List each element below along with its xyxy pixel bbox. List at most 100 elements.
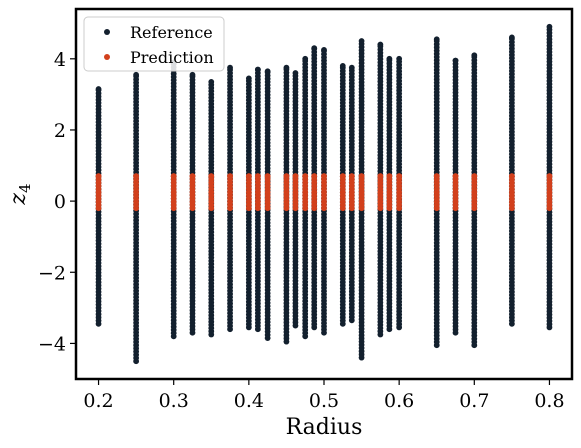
point-column-reference (133, 71, 140, 365)
point-column-prediction (339, 173, 346, 212)
data-point-reference (433, 36, 440, 43)
point-column-prediction (377, 173, 384, 212)
data-point-prediction (471, 173, 478, 180)
y-axis: 4 2 0 −2 −4 (38, 49, 76, 355)
data-point-prediction (264, 173, 271, 180)
point-column-prediction (208, 173, 215, 212)
x-axis: 0.2 0.3 0.4 0.5 0.6 0.7 0.8 (83, 379, 565, 412)
point-column-prediction (546, 173, 553, 212)
point-column-prediction (245, 173, 252, 212)
x-tick-label: 0.2 (83, 390, 113, 412)
point-column-prediction (396, 173, 403, 212)
y-tick-label: −4 (38, 333, 66, 355)
point-column-prediction (321, 173, 327, 212)
data-point-reference (189, 71, 196, 78)
data-point-prediction (396, 173, 403, 180)
data-point-reference (339, 63, 346, 69)
data-point-prediction (311, 173, 318, 180)
data-point-prediction (433, 173, 440, 180)
point-column-prediction (292, 173, 299, 212)
point-column-reference (321, 47, 327, 336)
point-column-reference (254, 66, 261, 333)
data-point-reference (264, 68, 271, 75)
point-column-prediction (358, 173, 365, 212)
data-point-prediction (377, 173, 384, 180)
data-point-prediction (133, 173, 140, 180)
data-point-prediction (386, 173, 393, 180)
data-point-prediction (189, 173, 196, 180)
legend: Reference Prediction (83, 16, 225, 72)
point-column-prediction (170, 173, 177, 212)
data-point-prediction (245, 173, 252, 180)
data-point-prediction (208, 173, 215, 180)
y-axis-title-subscript: 4 (16, 183, 34, 193)
data-point-reference (133, 71, 140, 78)
y-axis-title: z4 (6, 183, 34, 205)
point-column-prediction (254, 173, 261, 212)
data-point-prediction (358, 173, 365, 180)
data-point-prediction (546, 173, 553, 180)
point-column-reference (339, 63, 346, 327)
data-point-reference (254, 66, 261, 73)
plot-frame (74, 7, 574, 381)
point-column-reference (208, 79, 215, 338)
data-point-prediction (292, 173, 299, 180)
data-point-reference (95, 86, 102, 92)
data-point-reference (396, 55, 403, 62)
y-axis-title-main: z (6, 193, 31, 206)
data-point-reference (546, 23, 553, 30)
legend-box (83, 16, 225, 72)
y-tick-label: 0 (54, 191, 66, 213)
legend-marker-reference (104, 29, 110, 35)
x-tick-label: 0.6 (384, 390, 414, 412)
point-column-prediction (227, 173, 233, 212)
point-column-prediction (386, 173, 393, 212)
data-point-reference (302, 55, 309, 62)
legend-label-reference: Reference (130, 23, 213, 42)
data-point-prediction (283, 173, 290, 180)
data-point-prediction (508, 173, 515, 180)
data-point-reference (377, 41, 384, 48)
point-column-prediction (508, 173, 515, 212)
y-tick-label: 2 (54, 120, 66, 142)
point-column-reference (227, 64, 233, 333)
data-point-reference (245, 75, 252, 82)
point-column-reference (283, 64, 290, 345)
x-axis-title: Radius (286, 415, 363, 440)
data-point-prediction (302, 173, 309, 180)
point-column-prediction (433, 173, 440, 212)
x-tick-label: 0.7 (459, 390, 489, 412)
y-tick-label: −2 (38, 262, 66, 284)
data-point-reference (311, 45, 318, 52)
plot-area (95, 23, 553, 365)
data-point-reference (283, 64, 290, 71)
x-tick-label: 0.4 (234, 390, 264, 412)
data-point-prediction (254, 173, 261, 180)
data-point-prediction (321, 173, 327, 180)
point-column-prediction (452, 173, 459, 212)
point-column-prediction (283, 173, 290, 212)
data-point-reference (208, 79, 215, 85)
data-point-reference (227, 64, 233, 71)
point-column-reference (377, 41, 384, 338)
data-point-reference (386, 55, 393, 62)
data-point-prediction (170, 173, 177, 180)
point-column-prediction (264, 173, 271, 212)
data-point-reference (452, 57, 459, 64)
data-point-reference (321, 47, 327, 53)
data-point-prediction (339, 173, 346, 180)
x-tick-label: 0.5 (309, 390, 339, 412)
data-point-reference (471, 52, 478, 59)
data-point-reference (508, 34, 515, 41)
point-column-prediction (133, 173, 140, 212)
data-point-reference (292, 70, 299, 76)
x-tick-label: 0.3 (159, 390, 189, 412)
data-point-prediction (452, 173, 459, 180)
legend-label-prediction: Prediction (130, 48, 214, 67)
point-column-prediction (95, 173, 102, 212)
point-column-prediction (471, 173, 478, 212)
data-point-prediction (348, 173, 355, 180)
data-point-reference (348, 64, 355, 71)
data-point-prediction (227, 173, 233, 180)
